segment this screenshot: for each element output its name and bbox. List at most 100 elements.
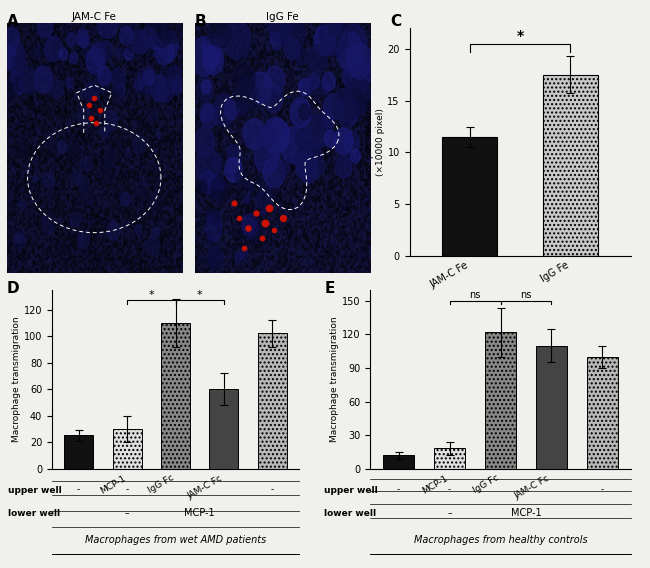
Circle shape — [290, 98, 311, 128]
Circle shape — [117, 139, 124, 149]
Circle shape — [332, 22, 342, 36]
Circle shape — [242, 216, 255, 235]
Circle shape — [123, 219, 129, 228]
Circle shape — [167, 30, 176, 43]
Circle shape — [5, 43, 25, 72]
Circle shape — [150, 74, 170, 102]
Circle shape — [19, 67, 36, 93]
Circle shape — [240, 47, 249, 59]
Circle shape — [265, 66, 285, 94]
Circle shape — [146, 237, 159, 255]
Circle shape — [124, 47, 133, 60]
Circle shape — [86, 47, 105, 74]
Circle shape — [147, 18, 156, 31]
Bar — [485, 332, 516, 469]
Circle shape — [42, 210, 55, 228]
Circle shape — [196, 148, 220, 183]
Text: upper well: upper well — [324, 486, 378, 495]
Circle shape — [257, 124, 274, 148]
Circle shape — [148, 107, 158, 122]
Circle shape — [166, 65, 183, 90]
Circle shape — [206, 235, 213, 244]
Circle shape — [3, 46, 16, 64]
Circle shape — [148, 192, 159, 207]
Circle shape — [100, 41, 113, 59]
Circle shape — [159, 29, 168, 42]
Circle shape — [91, 44, 106, 65]
Y-axis label: Mac3 positive area
(×10000 pixel): Mac3 positive area (×10000 pixel) — [365, 99, 385, 185]
Bar — [442, 137, 497, 256]
Circle shape — [222, 19, 250, 59]
Bar — [543, 75, 598, 256]
Circle shape — [133, 135, 146, 154]
Circle shape — [249, 231, 255, 240]
Circle shape — [116, 48, 124, 59]
Circle shape — [202, 34, 220, 60]
Circle shape — [343, 122, 350, 132]
Circle shape — [209, 183, 214, 191]
Bar — [536, 345, 567, 469]
Circle shape — [103, 111, 118, 130]
Circle shape — [43, 172, 55, 188]
Circle shape — [0, 75, 17, 101]
Text: -: - — [601, 486, 604, 495]
Circle shape — [135, 187, 146, 203]
Text: –: – — [447, 509, 452, 518]
Circle shape — [19, 199, 27, 211]
Circle shape — [295, 125, 312, 148]
Circle shape — [322, 73, 335, 91]
Circle shape — [263, 157, 285, 188]
Circle shape — [270, 31, 280, 45]
Circle shape — [344, 132, 359, 154]
Circle shape — [101, 155, 110, 167]
Bar — [587, 357, 618, 469]
Circle shape — [250, 224, 263, 244]
Text: *: * — [148, 290, 154, 300]
Circle shape — [206, 218, 222, 240]
Circle shape — [261, 209, 266, 216]
Circle shape — [126, 30, 143, 53]
Circle shape — [107, 220, 120, 240]
Y-axis label: Macrophage transmigration: Macrophage transmigration — [330, 316, 339, 442]
Bar — [434, 449, 465, 469]
Circle shape — [346, 98, 360, 118]
Circle shape — [18, 143, 28, 158]
Text: –: – — [125, 509, 129, 518]
Circle shape — [307, 45, 328, 73]
Circle shape — [111, 68, 125, 89]
Text: -: - — [77, 486, 80, 495]
Circle shape — [48, 187, 55, 195]
Circle shape — [160, 49, 168, 60]
Circle shape — [0, 47, 16, 69]
Text: C: C — [390, 14, 401, 29]
Circle shape — [212, 156, 222, 171]
Circle shape — [15, 233, 23, 244]
Circle shape — [68, 144, 80, 161]
Circle shape — [43, 216, 49, 225]
Circle shape — [132, 30, 150, 54]
Circle shape — [12, 54, 26, 74]
Circle shape — [158, 205, 162, 211]
Circle shape — [242, 214, 258, 237]
Circle shape — [78, 234, 83, 241]
Text: A: A — [6, 14, 18, 29]
Circle shape — [240, 249, 248, 260]
Text: upper well: upper well — [8, 486, 61, 495]
Bar — [112, 429, 142, 469]
Circle shape — [5, 28, 20, 49]
Circle shape — [310, 74, 326, 97]
Text: D: D — [6, 281, 19, 296]
Circle shape — [15, 81, 24, 94]
Circle shape — [51, 80, 63, 98]
Title: IgG Fe: IgG Fe — [266, 12, 299, 22]
Circle shape — [273, 152, 280, 162]
Circle shape — [243, 118, 265, 149]
Title: JAM-C Fe: JAM-C Fe — [72, 12, 117, 22]
Circle shape — [289, 17, 298, 31]
Circle shape — [298, 140, 315, 164]
Circle shape — [84, 82, 98, 102]
Circle shape — [267, 139, 280, 156]
Text: Macrophages from wet AMD patients: Macrophages from wet AMD patients — [85, 535, 266, 545]
Circle shape — [237, 101, 248, 116]
Circle shape — [33, 176, 38, 182]
